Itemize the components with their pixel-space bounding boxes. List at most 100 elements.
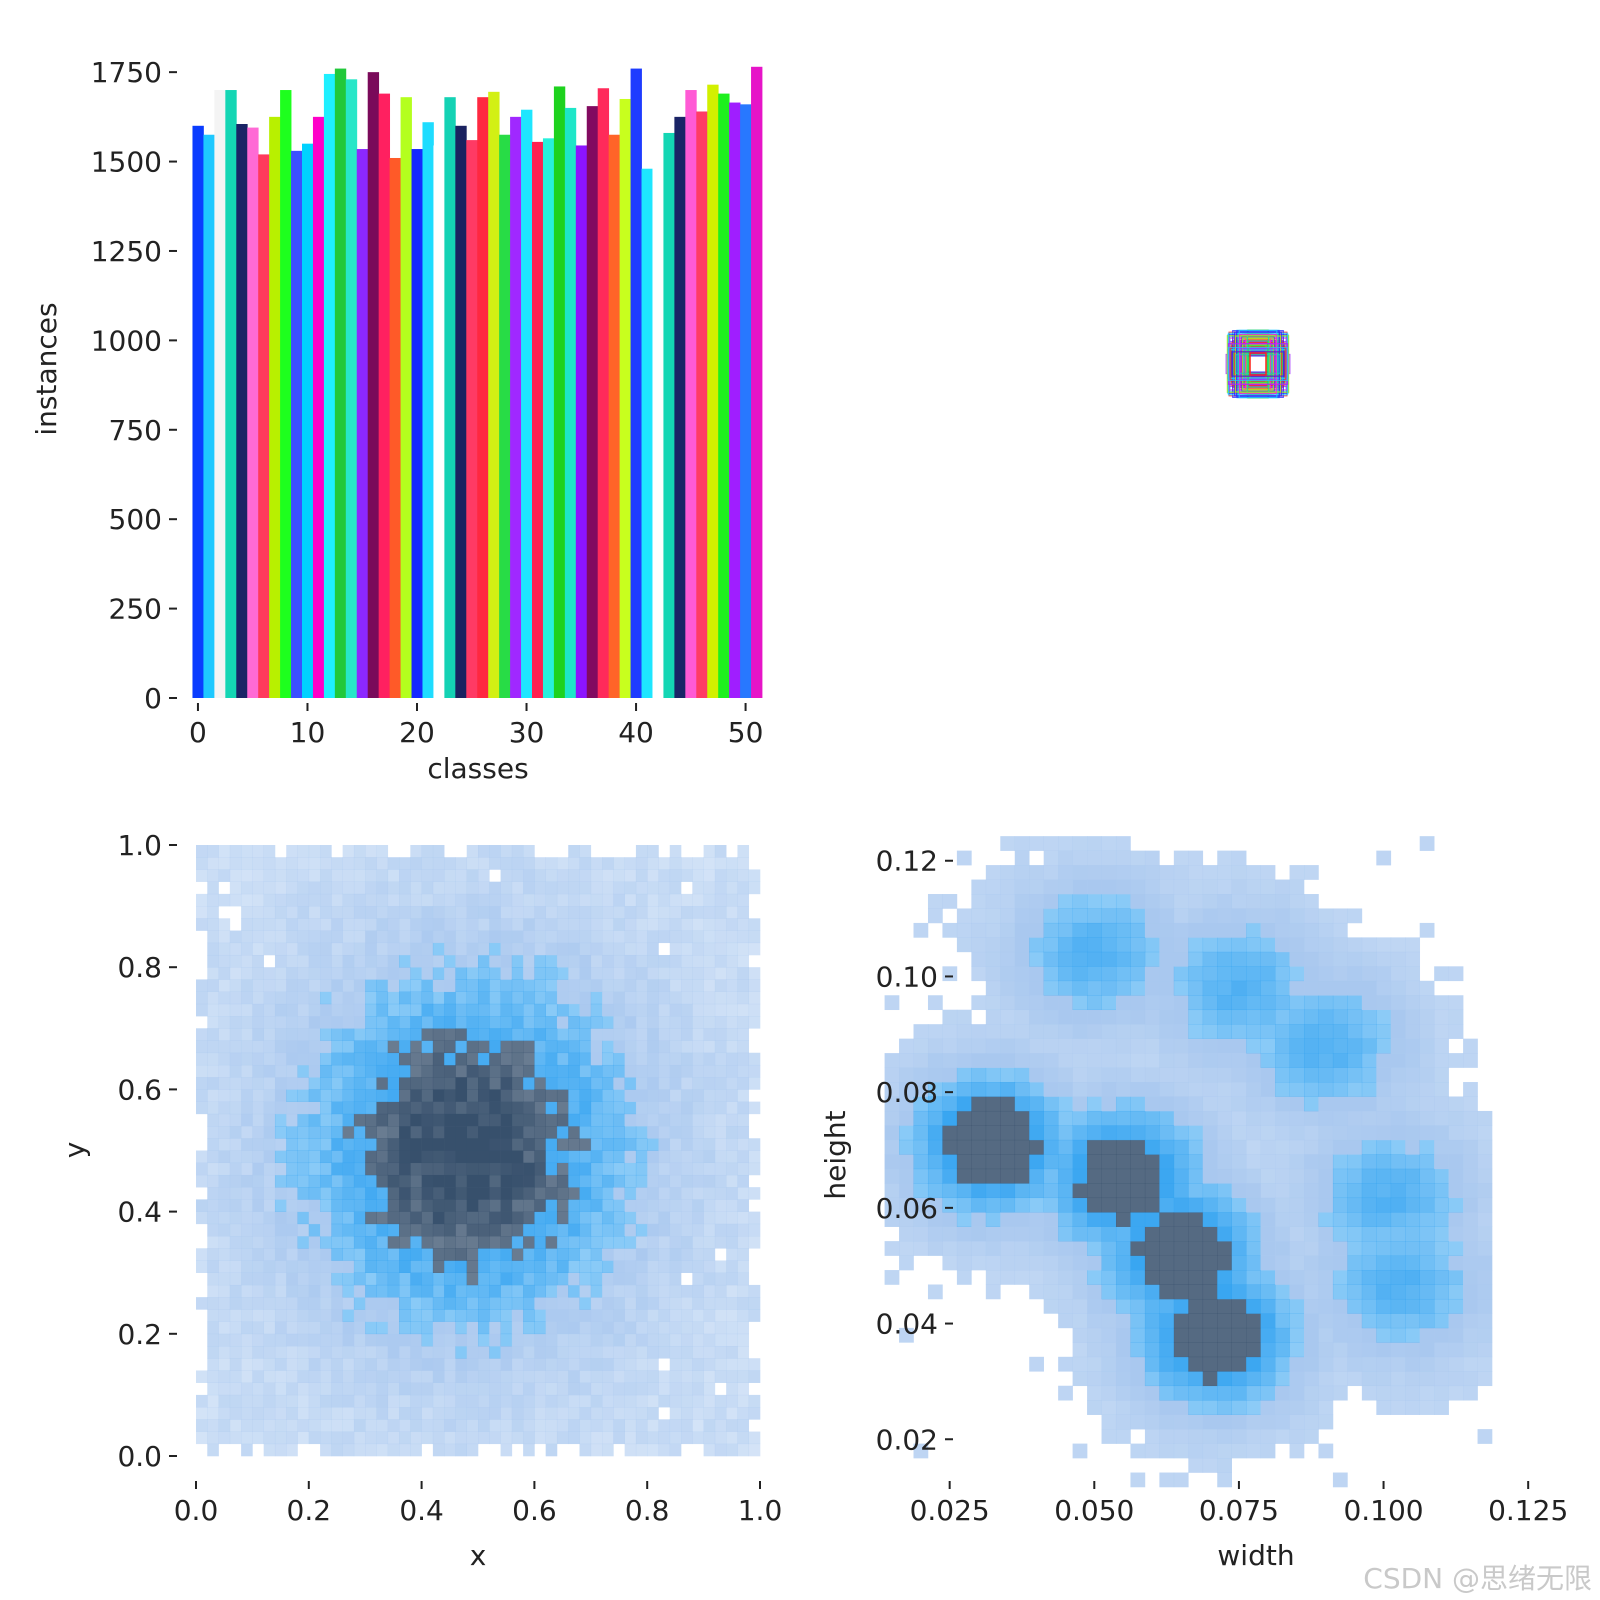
xy-cell [489, 1150, 501, 1164]
xy-cell [647, 1199, 659, 1212]
xy-cell [432, 1052, 445, 1066]
xy-cell [252, 869, 264, 882]
xy-cell [523, 845, 535, 858]
xy-cell [196, 1101, 208, 1115]
wh-cell [1419, 1327, 1435, 1343]
wh-cell [1448, 1024, 1464, 1039]
xy-cell [241, 1162, 253, 1176]
xy-cell [466, 954, 479, 968]
wh-cell [1029, 966, 1044, 982]
xy-cell [602, 967, 614, 980]
wh-cell [913, 1212, 929, 1227]
xy-cell [444, 1211, 456, 1225]
wh-cell [1361, 1270, 1377, 1285]
xy-cell [647, 857, 659, 870]
xy-cell [703, 1358, 716, 1371]
xy-cell [353, 1358, 366, 1371]
wh-cell [1101, 1053, 1117, 1068]
wh-cell [1101, 1298, 1117, 1314]
wh-cell [1405, 1009, 1421, 1025]
xy-cell [241, 1260, 253, 1273]
xy-cell [342, 991, 355, 1005]
wh-cell [1188, 1096, 1204, 1112]
xy-cell [241, 1138, 253, 1151]
wh-cell [1318, 1298, 1334, 1314]
xy-cell [308, 991, 321, 1005]
xy-cell [602, 1138, 614, 1151]
xy-cell [229, 1346, 242, 1359]
xy-cell [703, 1394, 716, 1408]
wh-cell [1101, 1270, 1117, 1285]
wh-cell [1029, 1082, 1044, 1097]
xy-cell [602, 1052, 614, 1066]
xy-cell [320, 1040, 332, 1054]
xy-cell [387, 1223, 400, 1237]
xy-cell [466, 1333, 479, 1347]
wh-cell [1260, 1067, 1276, 1083]
wh-cell [1072, 1284, 1088, 1300]
wh-cell [942, 1082, 958, 1097]
xy-cell [726, 1272, 738, 1286]
xy-cell [320, 942, 332, 956]
wh-cell [1058, 995, 1073, 1011]
xy-cell [331, 967, 343, 980]
wh-cell [1260, 1154, 1276, 1170]
xy-cell [523, 1052, 535, 1066]
xy-cell [647, 1443, 659, 1457]
xy-cell [320, 1064, 332, 1078]
xy-cell [207, 881, 219, 895]
wh-cell [927, 1241, 943, 1256]
bar-class-10 [302, 143, 314, 698]
xy-cell [624, 1260, 637, 1273]
xy-cell [635, 1138, 648, 1151]
wh-cell [1448, 1313, 1464, 1329]
xy-cell [421, 1309, 434, 1322]
wh-cell [1159, 1255, 1175, 1271]
xy-cell [500, 1358, 513, 1371]
xy-cell [692, 1382, 704, 1396]
xy-cell [274, 967, 287, 980]
wh-cell [1000, 865, 1016, 880]
xy-cell [342, 1419, 355, 1432]
xy-cell [466, 1431, 479, 1445]
wh-cell [1188, 951, 1204, 967]
wh-cell [1332, 1139, 1348, 1155]
xy-cell [692, 1407, 704, 1420]
xy-cell [545, 1443, 558, 1457]
xy-cell [365, 1284, 377, 1298]
wh-cell [1289, 1327, 1305, 1343]
wh-cell [1419, 1241, 1435, 1256]
xy-cell [613, 1150, 625, 1164]
xy-cell [669, 1333, 682, 1347]
wh-cell [1289, 1139, 1305, 1155]
xy-cell [726, 1064, 738, 1078]
xy-cell [624, 1358, 637, 1371]
wh-cell [1130, 1183, 1146, 1199]
wh-cell [1390, 1400, 1406, 1415]
xy-cell [568, 1077, 580, 1090]
wh-cell [927, 1125, 943, 1141]
xy-cell [478, 1211, 490, 1225]
wh-cell [1029, 1096, 1044, 1112]
xy-cell [455, 1089, 468, 1102]
wh-cell [1072, 1125, 1088, 1141]
xy-cell [320, 1272, 332, 1286]
xy-cell [478, 857, 490, 870]
xy-cell [602, 942, 614, 956]
xy-cell [726, 967, 738, 980]
wh-cell [1188, 1053, 1204, 1068]
bar-class-23 [444, 97, 456, 698]
xy-cell [444, 1223, 456, 1237]
bar-class-35 [575, 145, 588, 699]
xy-cell [478, 1199, 490, 1212]
wh-cell [1361, 1313, 1377, 1329]
xy-cell [613, 869, 625, 882]
wh-cell [1376, 1096, 1392, 1112]
xy-cell [444, 1174, 456, 1188]
wh-x-axis: 0.025 0.050 0.075 0.100 0.125 [910, 1481, 1568, 1527]
wh-cell [956, 1255, 972, 1271]
wh-cell [1217, 1472, 1232, 1488]
xy-cell [229, 1162, 242, 1176]
wh-cell [1318, 1400, 1334, 1415]
xy-cell [410, 1236, 422, 1249]
